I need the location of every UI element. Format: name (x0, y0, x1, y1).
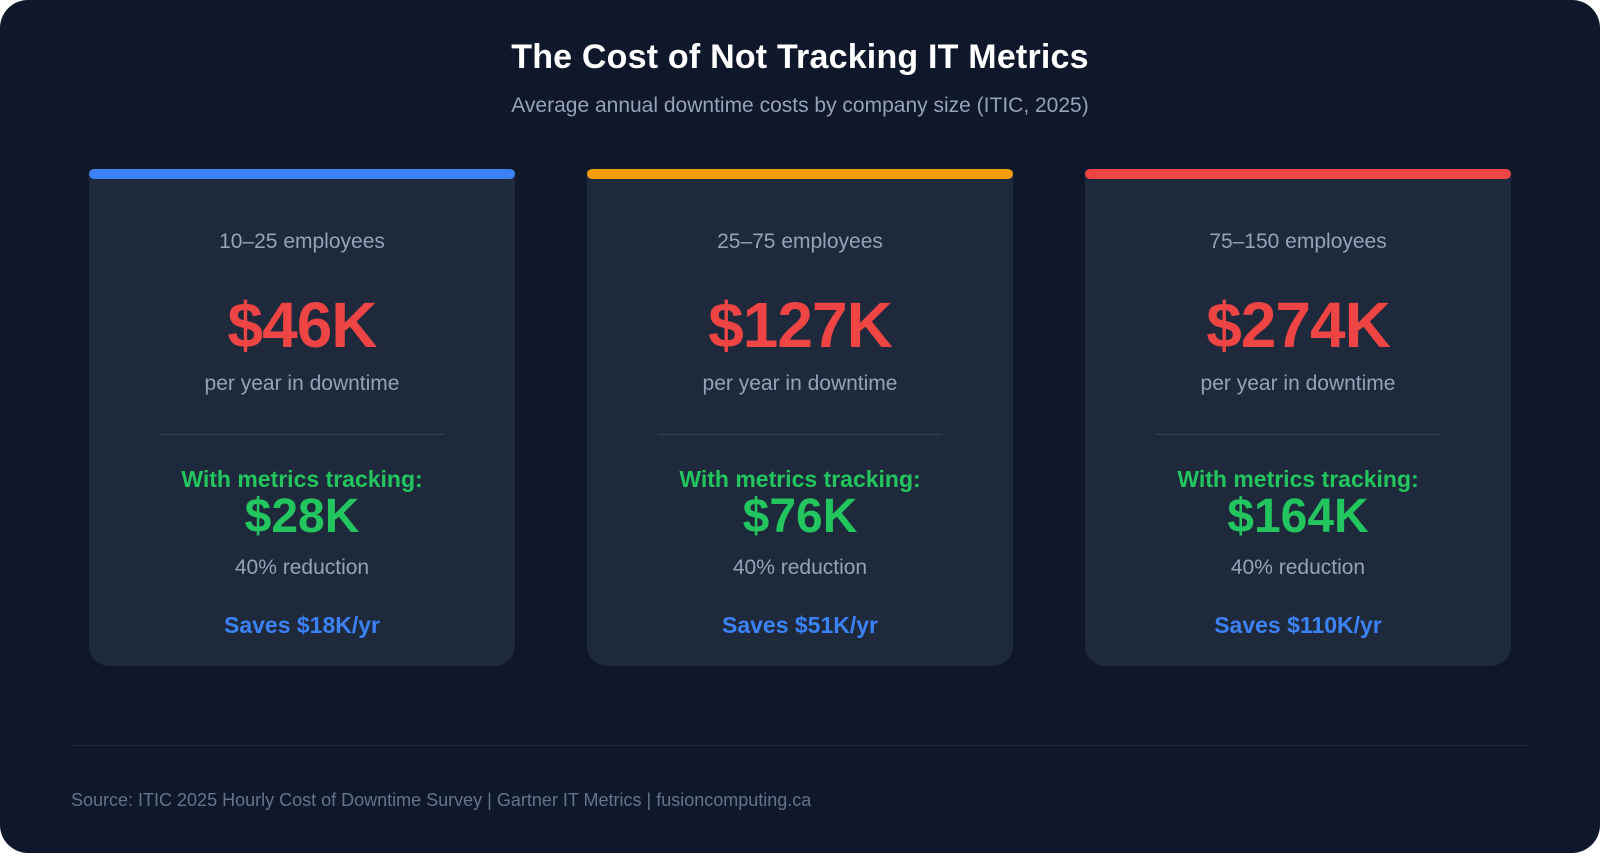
card-divider (1156, 434, 1440, 435)
company-size-label: 75–150 employees (1209, 230, 1387, 253)
company-size-label: 10–25 employees (219, 230, 385, 253)
company-size-label: 25–75 employees (717, 230, 883, 253)
card-accent-bar (587, 169, 1013, 179)
with-tracking-cost: $164K (1227, 490, 1369, 543)
reduction-text: 40% reduction (732, 556, 868, 579)
card-divider (658, 434, 942, 435)
with-tracking-label: With metrics tracking: (1177, 466, 1419, 492)
cost-card-medium: 25–75 employees $127K per year in downti… (587, 169, 1013, 666)
downtime-cost: $274K (1206, 289, 1391, 361)
downtime-cost: $46K (227, 289, 378, 361)
reduction-text: 40% reduction (1230, 556, 1366, 579)
savings-text: Saves $51K/yr (721, 612, 878, 638)
page-title: The Cost of Not Tracking IT Metrics (511, 38, 1089, 76)
downtime-note: per year in downtime (204, 372, 400, 395)
source-citation: Source: ITIC 2025 Hourly Cost of Downtim… (71, 790, 812, 810)
cost-card-small: 10–25 employees $46K per year in downtim… (89, 169, 515, 666)
cost-card-large: 75–150 employees $274K per year in downt… (1085, 169, 1511, 666)
with-tracking-label: With metrics tracking: (679, 466, 921, 492)
card-accent-bar (89, 169, 515, 179)
page-subtitle: Average annual downtime costs by company… (511, 94, 1089, 117)
savings-text: Saves $18K/yr (223, 612, 380, 638)
footer-divider (71, 745, 1529, 746)
card-accent-bar (1085, 169, 1511, 179)
savings-text: Saves $110K/yr (1214, 612, 1382, 638)
downtime-cost: $127K (708, 289, 893, 361)
downtime-note: per year in downtime (702, 372, 898, 395)
card-divider (160, 434, 444, 435)
reduction-text: 40% reduction (234, 556, 370, 579)
with-tracking-cost: $28K (244, 490, 360, 543)
downtime-note: per year in downtime (1200, 372, 1396, 395)
with-tracking-cost: $76K (742, 490, 858, 543)
with-tracking-label: With metrics tracking: (181, 466, 423, 492)
